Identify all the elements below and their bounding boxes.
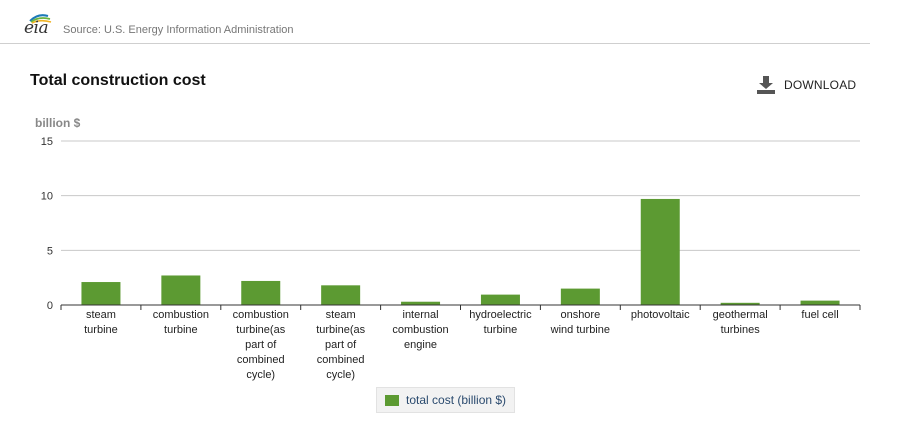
download-label: DOWNLOAD: [784, 78, 857, 92]
bar[interactable]: [321, 285, 361, 305]
bar[interactable]: [241, 280, 281, 305]
logo-text: eia: [24, 18, 49, 38]
x-tick-label: combustion turbine: [153, 309, 209, 336]
x-tick-label: hydroelectric turbine: [469, 309, 532, 336]
x-tick-label: onshore wind turbine: [550, 309, 610, 336]
bar[interactable]: [800, 300, 840, 305]
eia-logo-arcs: [29, 14, 52, 24]
bar[interactable]: [401, 301, 441, 305]
download-button[interactable]: DOWNLOAD: [756, 76, 856, 94]
bar[interactable]: [640, 198, 680, 305]
x-tick-label: steam turbine(as part of combined cycle): [316, 309, 365, 381]
x-tick-label: geothermal turbines: [713, 309, 768, 336]
x-tick-label: steam turbine: [84, 309, 118, 336]
legend-item[interactable]: total cost (billion $): [376, 387, 516, 413]
bar[interactable]: [560, 288, 600, 305]
legend-swatch: [385, 394, 399, 406]
bar[interactable]: [161, 275, 201, 305]
y-tick-label: 10: [41, 191, 53, 203]
source-text: Source: U.S. Energy Information Administ…: [63, 24, 294, 36]
y-tick-label: 0: [47, 300, 53, 312]
eia-logo[interactable]: eia: [24, 12, 56, 38]
x-tick-label: photovoltaic: [631, 309, 690, 321]
x-tick-label: internal combustion engine: [392, 309, 448, 351]
download-icon: [757, 76, 775, 94]
x-tick-label: fuel cell: [801, 309, 838, 321]
chart-title: Total construction cost: [30, 72, 206, 89]
y-tick-label: 15: [41, 136, 53, 148]
x-tick-label: combustion turbine(as part of combined cycle…: [233, 309, 289, 381]
y-tick-label: 5: [47, 245, 53, 257]
bar[interactable]: [81, 282, 121, 305]
legend-label: total cost (billion $): [406, 393, 507, 407]
y-axis-unit-label: billion $: [35, 116, 81, 130]
bar[interactable]: [720, 302, 760, 305]
header: eia Source: U.S. Energy Information Admi…: [0, 0, 870, 44]
bar[interactable]: [480, 294, 520, 305]
